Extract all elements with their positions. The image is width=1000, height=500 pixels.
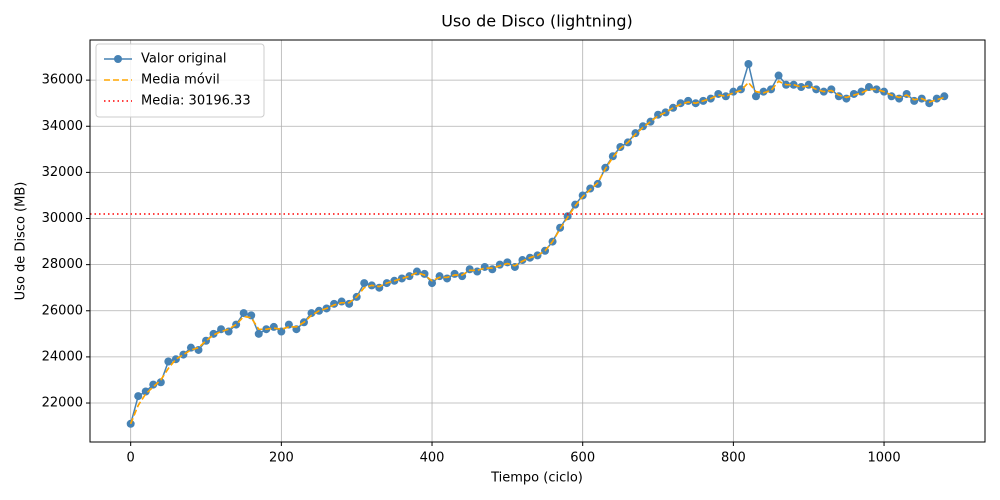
x-tick-label: 200: [269, 451, 294, 466]
point: [759, 87, 768, 96]
point: [661, 108, 670, 117]
point: [473, 267, 482, 276]
point: [751, 92, 760, 101]
y-axis-label: Uso de Disco (MB): [14, 182, 29, 301]
y-tick-label: 30000: [42, 211, 83, 226]
point: [834, 92, 843, 101]
x-tick-label: 400: [420, 451, 445, 466]
point: [503, 258, 512, 267]
point: [669, 103, 678, 112]
point: [940, 92, 949, 101]
point: [480, 262, 489, 271]
point: [616, 143, 625, 152]
point: [443, 274, 452, 283]
series-line-overlay: [129, 80, 945, 425]
legend-box: [95, 43, 265, 118]
point: [209, 329, 218, 338]
point: [872, 85, 881, 94]
point: [744, 59, 753, 68]
plot-frame: [89, 39, 986, 443]
x-tick-label: 800: [721, 451, 746, 466]
chart-title: Uso de Disco (lightning): [441, 12, 633, 31]
point: [179, 350, 188, 359]
point: [684, 96, 693, 105]
point: [465, 265, 474, 274]
y-tick-label: 28000: [42, 257, 83, 272]
point: [269, 322, 278, 331]
y-tick-label: 26000: [42, 303, 83, 318]
x-tick-label: 600: [570, 451, 595, 466]
point: [360, 279, 369, 288]
point: [842, 94, 851, 103]
y-tick-label: 22000: [42, 396, 83, 411]
point: [488, 265, 497, 274]
y-tick-label: 24000: [42, 349, 83, 364]
legend-label: Media móvil: [141, 73, 220, 88]
point: [239, 309, 248, 318]
x-tick-label: 1000: [868, 451, 901, 466]
point: [141, 387, 150, 396]
point: [789, 80, 798, 89]
x-tick-label: 0: [127, 451, 135, 466]
point: [827, 85, 836, 94]
point: [895, 94, 904, 103]
point: [337, 297, 346, 306]
x-axis-label: Tiempo (ciclo): [490, 471, 583, 486]
point: [631, 129, 640, 138]
y-tick-label: 36000: [42, 73, 83, 88]
point: [156, 378, 165, 387]
point: [495, 260, 504, 269]
point: [284, 320, 293, 329]
legend-label: Valor original: [141, 52, 226, 67]
point: [224, 327, 233, 336]
series-line: [129, 61, 945, 424]
legend-label: Media: 30196.33: [141, 94, 251, 109]
point: [307, 309, 316, 318]
point: [721, 92, 730, 101]
point: [247, 311, 256, 320]
point: [910, 96, 919, 105]
y-tick-label: 32000: [42, 165, 83, 180]
point: [194, 345, 203, 354]
legend-marker: [114, 55, 122, 63]
point: [428, 279, 437, 288]
point: [405, 272, 414, 281]
point: [797, 83, 806, 92]
y-tick-label: 34000: [42, 119, 83, 134]
point: [593, 179, 602, 188]
point: [397, 274, 406, 283]
point: [134, 392, 143, 401]
point: [420, 269, 429, 278]
point: [849, 89, 858, 98]
point: [254, 329, 263, 338]
point: [186, 343, 195, 352]
point: [774, 71, 783, 80]
point: [450, 269, 459, 278]
point: [164, 357, 173, 366]
point: [857, 87, 866, 96]
point: [149, 380, 158, 389]
point: [578, 191, 587, 200]
